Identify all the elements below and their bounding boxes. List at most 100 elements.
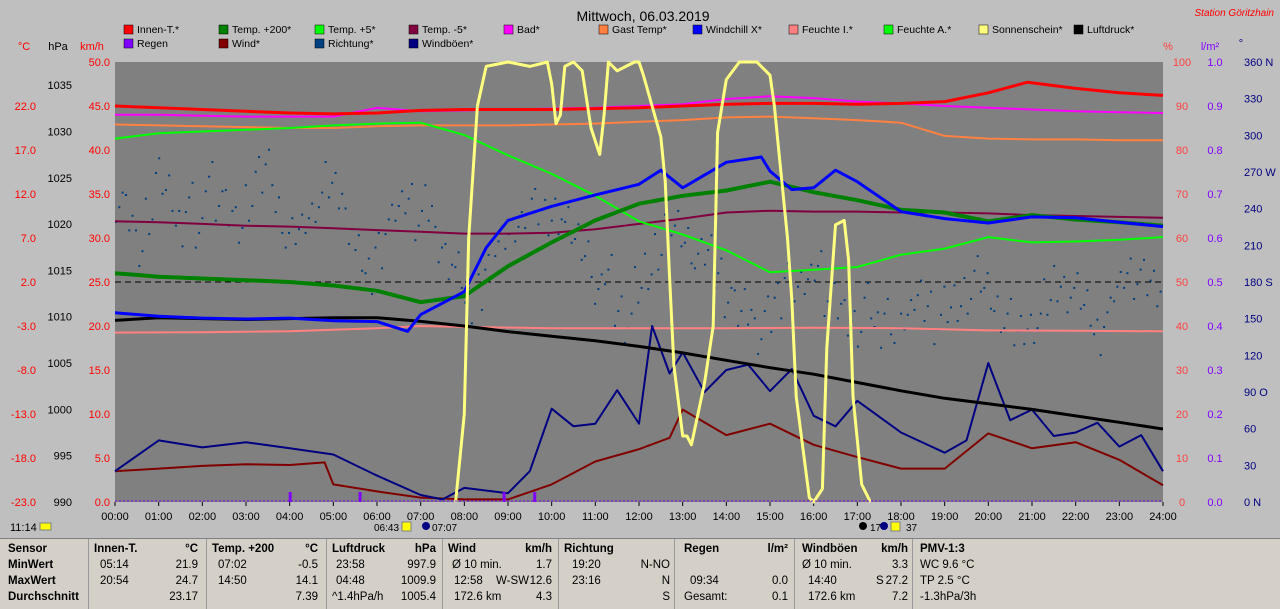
richtung-dot xyxy=(930,290,932,293)
richtung-dot xyxy=(570,241,573,244)
richtung-dot xyxy=(983,286,986,289)
wind-r3-val: 4.3 xyxy=(536,591,552,603)
richtung-dot xyxy=(1049,299,1052,302)
richtung-dot xyxy=(514,240,517,243)
series-bad xyxy=(115,95,1164,118)
stats-panel: Sensor MinWert MaxWert Durchschnitt Inne… xyxy=(0,538,1280,609)
celsius-tick-label: 7.0 xyxy=(21,233,36,245)
wind-r2-dir: W-SW xyxy=(496,575,530,587)
richtung-dot xyxy=(1093,333,1096,336)
richtung-dot xyxy=(1019,315,1022,317)
richtung-dot xyxy=(201,217,204,220)
rain-marker xyxy=(533,492,537,502)
luftdruck-max-time: 04:48 xyxy=(336,575,365,587)
stats-wind-col: Wind km/h Ø 10 min. 1.7 12:58 W-SW 12.6 172.… xyxy=(448,539,556,609)
richtung-label: Richtung xyxy=(564,543,614,555)
richtung-dot xyxy=(564,220,567,223)
richtung-dot xyxy=(191,181,194,184)
pmv-r2: TP 2.5 °C xyxy=(920,575,970,587)
rain-tick-label: 0.1 xyxy=(1207,453,1222,465)
celsius-tick-label: 22.0 xyxy=(15,101,36,113)
direction-tick-label: 330 xyxy=(1244,94,1262,106)
richtung-dot xyxy=(451,263,453,266)
richtung-dot xyxy=(317,206,320,209)
richtung-dot xyxy=(743,288,746,291)
richtung-dot xyxy=(1129,257,1132,260)
richtung-dot xyxy=(278,196,280,199)
x-tick-label: 13:00 xyxy=(669,511,697,523)
celsius-tick-label: -13.0 xyxy=(11,409,36,421)
richtung-dot xyxy=(174,224,177,227)
hpa-tick-label: 1025 xyxy=(48,173,72,185)
richtung-dot xyxy=(1089,324,1092,327)
legend-swatch xyxy=(314,38,325,49)
richtung-dot xyxy=(234,206,237,209)
hpa-tick-label: 995 xyxy=(54,451,72,463)
richtung-dot xyxy=(1139,268,1142,271)
richtung-dot xyxy=(999,330,1002,333)
percent-tick-label: 20 xyxy=(1176,409,1188,421)
legend-label: Innen-T.* xyxy=(137,24,179,36)
richtung-dot xyxy=(321,191,324,194)
richtung-dot xyxy=(301,213,304,216)
richtung-dot xyxy=(737,324,740,327)
richtung-dot xyxy=(281,231,284,234)
direction-tick-label: 120 xyxy=(1244,350,1262,362)
richtung-dot xyxy=(817,264,819,267)
richtung-dot xyxy=(434,225,437,228)
direction-tick-label: 0 N xyxy=(1244,497,1261,509)
richtung-r2-time: 23:16 xyxy=(572,575,601,587)
windboen-r3-val: 7.2 xyxy=(892,591,908,603)
moonset-icon xyxy=(880,522,888,530)
richtung-dot xyxy=(720,257,723,260)
windboen-r2-dir: S xyxy=(876,575,884,587)
hpa-tick-label: 1010 xyxy=(48,312,72,324)
temp200-min-val: -0.5 xyxy=(298,559,318,571)
hpa-tick-label: 1015 xyxy=(48,265,72,277)
rain-tick-label: 0.2 xyxy=(1207,409,1222,421)
richtung-dot xyxy=(644,252,646,255)
richtung-dot xyxy=(118,206,121,209)
richtung-dot xyxy=(1003,327,1006,330)
legend-swatch xyxy=(598,24,609,35)
richtung-dot xyxy=(554,197,557,200)
richtung-dot xyxy=(1056,300,1059,303)
richtung-dot xyxy=(404,212,407,215)
richtung-dot xyxy=(367,257,370,260)
time-label: 11:14 xyxy=(10,522,37,534)
richtung-dot xyxy=(870,317,873,320)
luftdruck-max-val: 1009.9 xyxy=(400,575,436,587)
richtung-dot xyxy=(407,197,410,200)
richtung-dot xyxy=(1079,307,1082,310)
richtung-dot xyxy=(487,253,490,256)
series-temp-200 xyxy=(114,179,1164,305)
x-tick-label: 20:00 xyxy=(975,511,1003,523)
richtung-dot xyxy=(823,315,826,317)
richtung-dot xyxy=(953,284,956,287)
richtung-dot xyxy=(584,255,587,258)
richtung-dot xyxy=(460,286,463,289)
innen-min-val: 21.9 xyxy=(175,559,198,571)
richtung-dot xyxy=(534,187,537,190)
richtung-r1-time: 19:20 xyxy=(572,559,601,571)
richtung-dot xyxy=(604,283,607,286)
richtung-dot xyxy=(1106,311,1109,314)
richtung-dot xyxy=(963,277,966,280)
luftdruck-avg-label: ^1.4hPa/h xyxy=(332,591,384,603)
richtung-dot xyxy=(590,275,593,278)
richtung-dot xyxy=(747,323,750,326)
direction-tick-label: 240 xyxy=(1244,204,1262,216)
direction-tick-label: 90 O xyxy=(1244,387,1268,399)
richtung-dot xyxy=(138,264,141,267)
richtung-dot xyxy=(244,184,247,187)
richtung-dot xyxy=(221,190,224,193)
richtung-dot xyxy=(1086,289,1089,292)
stats-innen-col: Innen-T. °C 05:14 21.9 20:54 24.7 23.17 xyxy=(94,539,204,609)
direction-tick-label: 270 W xyxy=(1244,167,1276,179)
unit-rain: l/m² xyxy=(1201,41,1220,53)
richtung-dot xyxy=(873,326,876,328)
richtung-dot xyxy=(856,345,859,348)
richtung-dot xyxy=(820,250,823,253)
richtung-dot xyxy=(387,218,390,221)
percent-tick-label: 10 xyxy=(1176,453,1188,465)
